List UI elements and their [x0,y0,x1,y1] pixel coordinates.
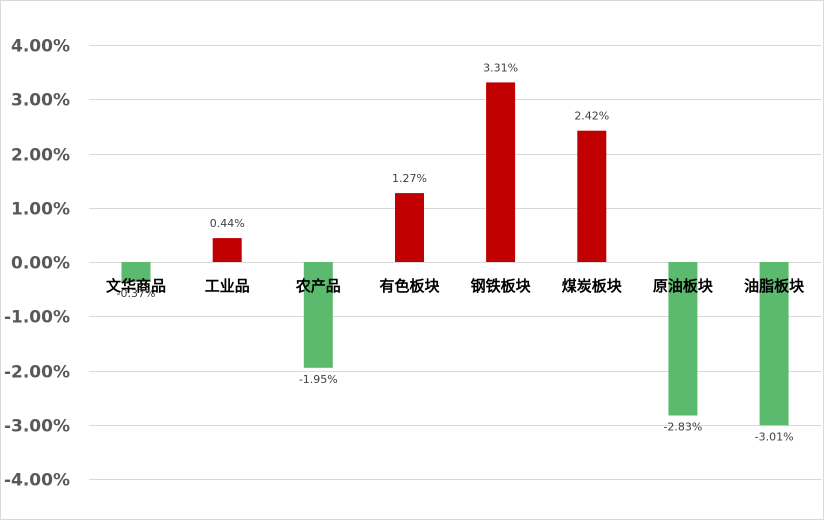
y-tick-label: -4.00% [4,471,70,491]
category-labels: 文华商品 工业品 农产品 有色板块 钢铁板块 煤炭板块 原油板块 油脂板块 [106,277,805,295]
category-label: 工业品 [205,277,250,295]
y-tick-label: 3.00% [11,91,70,111]
category-label: 文华商品 [106,277,166,295]
data-label: 3.31% [483,61,518,74]
category-label: 农产品 [295,277,341,295]
bar [395,193,424,262]
y-tick-label: 4.00% [11,37,70,57]
bars [121,82,789,426]
y-axis-ticks: 4.00% 3.00% 2.00% 1.00% 0.00% -1.00% -2.00% -3.… [4,37,70,491]
bar [121,262,151,283]
y-tick-label: 0.00% [11,254,70,274]
y-tick-label: 1.00% [11,200,70,220]
data-labels: -0.37% 0.44% -1.95% 1.27% 3.31% 2.42% -2.83% -3… [117,61,794,443]
bar [759,262,789,426]
gridlines [89,45,821,480]
y-tick-label: -2.00% [4,363,70,383]
data-label: -2.83% [663,421,702,434]
y-tick-label: -3.00% [4,417,70,437]
category-label: 原油板块 [653,277,714,295]
category-label: 钢铁板块 [471,277,532,295]
data-label: -0.37% [117,287,156,300]
category-label: 油脂板块 [744,277,805,295]
data-label: -1.95% [299,373,338,386]
bar [486,82,516,263]
y-tick-label: 2.00% [11,146,70,166]
data-label: 0.44% [210,217,245,230]
bar [668,262,698,416]
y-tick-label: -1.00% [4,308,70,328]
category-label: 有色板块 [379,277,440,295]
bar [577,130,607,262]
data-label: 1.27% [392,172,427,185]
category-label: 煤炭板块 [562,277,623,295]
data-label: 2.42% [574,110,609,123]
bar [303,262,333,368]
data-label: -3.01% [755,430,794,443]
bar [212,238,242,262]
